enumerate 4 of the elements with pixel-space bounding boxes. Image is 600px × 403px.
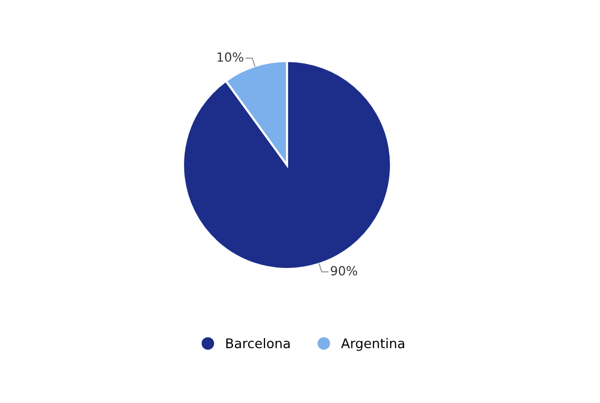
legend-label: Barcelona bbox=[226, 338, 290, 348]
legend-label: Argentina bbox=[341, 338, 404, 351]
data-label: 10% bbox=[218, 52, 244, 62]
data-label: 90% bbox=[330, 266, 358, 276]
